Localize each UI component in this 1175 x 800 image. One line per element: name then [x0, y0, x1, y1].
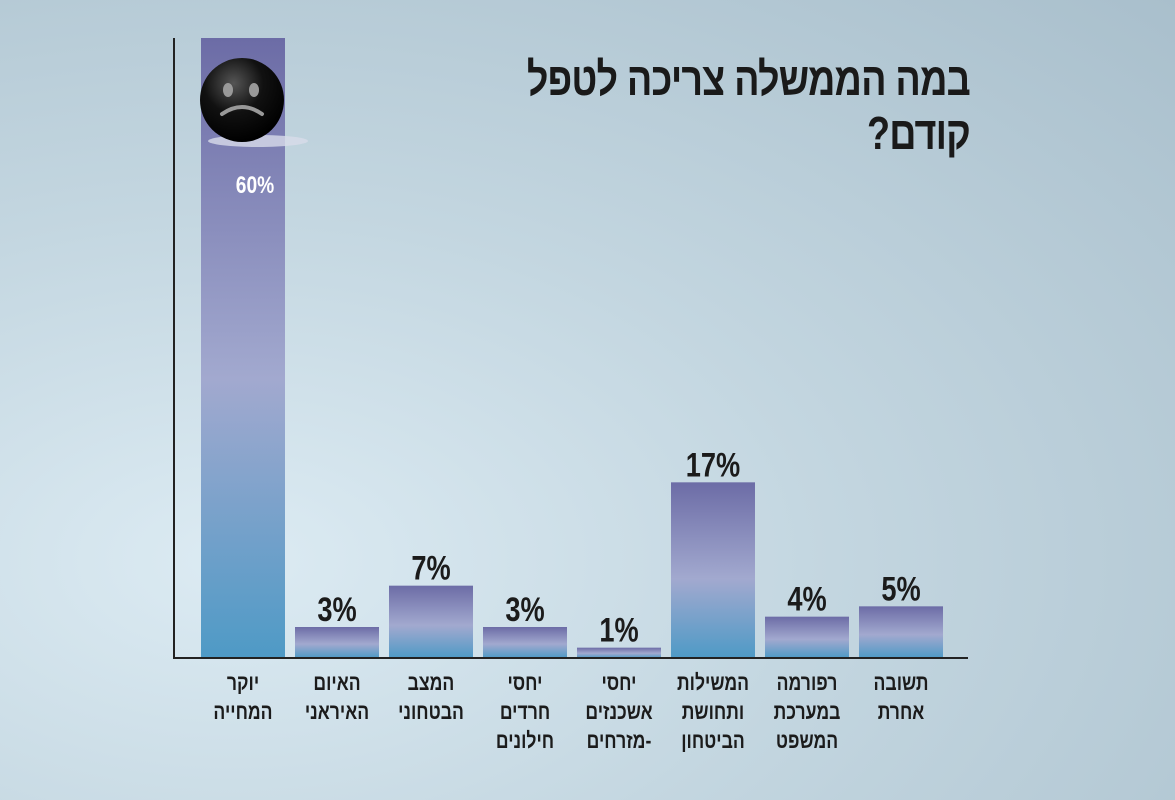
category-label-line: תשובה: [873, 670, 929, 695]
category-label: יחסי אשכנזים -מזרחים: [581, 668, 656, 755]
value-label: 60%: [236, 171, 274, 199]
category-label-line: חרדים: [499, 699, 551, 724]
value-label: 1%: [599, 611, 638, 650]
category-label-line: המשילות: [677, 670, 749, 695]
category-label: המצב הבטחוני: [393, 668, 468, 726]
category-label-line: -מזרחים: [586, 728, 652, 753]
chart-title: במה הממשלה צריכה לטפל קודם?: [526, 53, 971, 159]
category-label-line: אשכנזים: [585, 699, 653, 724]
category-label-line: הבטחוני: [398, 699, 464, 724]
category-label-line: המחייה: [213, 699, 273, 724]
category-label-line: המשפט: [775, 728, 839, 753]
value-label: 5%: [881, 569, 920, 608]
category-label: יחסי חרדים חילונים: [487, 668, 562, 755]
bar: [483, 627, 567, 658]
sad-face-icon: [200, 58, 308, 147]
value-label: 7%: [411, 549, 450, 588]
category-label-line: יחסי: [601, 670, 637, 695]
bar: [295, 627, 379, 658]
category-label: תשובה אחרת: [863, 668, 938, 726]
category-label-line: במערכת: [773, 699, 841, 724]
value-label: 4%: [787, 580, 826, 619]
bar: [389, 585, 473, 658]
category-label-line: המצב: [407, 670, 455, 695]
value-label: 3%: [505, 590, 544, 629]
value-label: 3%: [317, 590, 356, 629]
category-label-line: חילונים: [495, 728, 555, 753]
category-label-line: רפורמה: [776, 670, 838, 695]
category-label: האיום האיראני: [299, 668, 374, 726]
category-label-line: ותחושת: [681, 699, 745, 724]
category-label: רפורמה במערכת המשפט: [769, 668, 844, 755]
category-label-line: האיראני: [304, 699, 370, 724]
category-label-line: האיום: [313, 670, 361, 695]
category-label-line: אחרת: [877, 699, 925, 724]
bar: [577, 647, 661, 658]
value-label: 17%: [686, 445, 740, 484]
bar: [671, 482, 755, 658]
category-label-line: יחסי: [507, 670, 543, 695]
category-label-line: הביטחון: [681, 728, 745, 753]
category-label-line: יוקר: [226, 670, 260, 695]
bar: [765, 616, 849, 658]
category-label: המשילות ותחושת הביטחון: [675, 668, 750, 755]
bar: [859, 606, 943, 658]
category-label: יוקר המחייה: [205, 668, 280, 726]
